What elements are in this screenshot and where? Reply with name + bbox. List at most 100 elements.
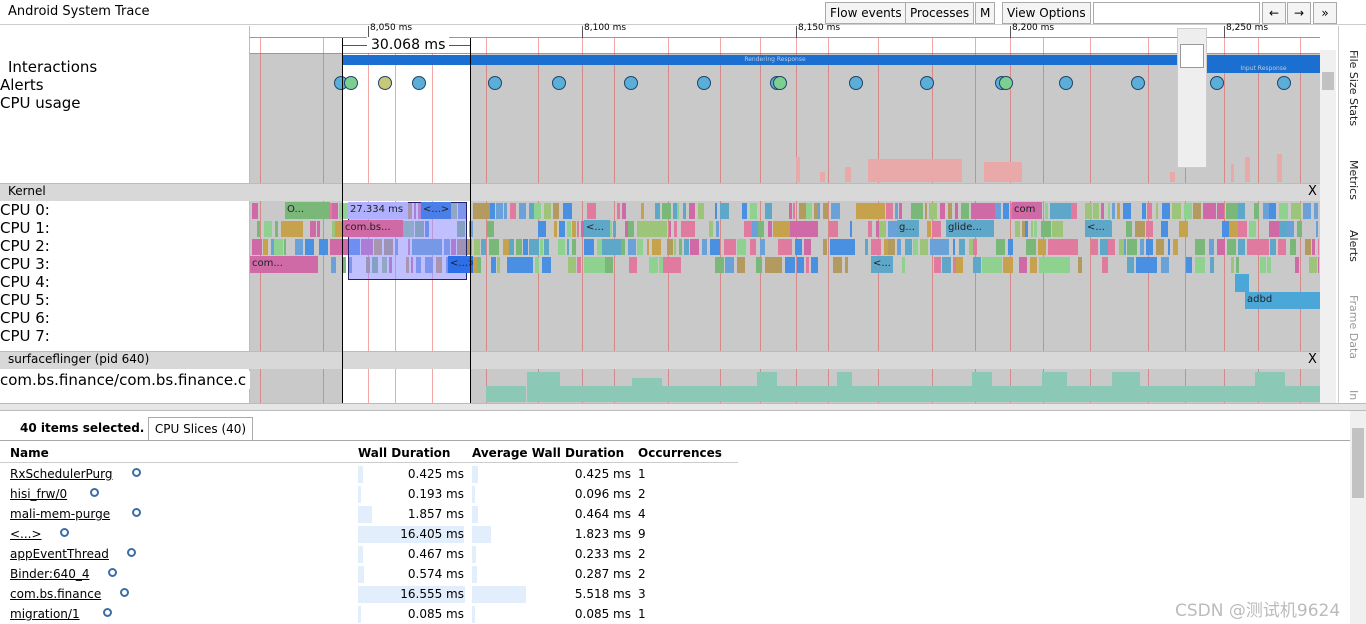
search-icon[interactable]	[132, 508, 141, 517]
cpu-slice	[973, 239, 978, 255]
close-button[interactable]: X	[1308, 184, 1317, 199]
search-icon[interactable]	[127, 548, 136, 557]
cpu-slice[interactable]: adbd	[1245, 292, 1320, 309]
side-tab[interactable]: In	[1347, 390, 1360, 401]
alert-marker[interactable]	[344, 76, 358, 90]
tool-button[interactable]	[1180, 108, 1204, 132]
side-tab[interactable]: File Size Stats	[1347, 50, 1360, 127]
cpu-slice	[884, 239, 889, 255]
cpu-slice	[636, 239, 644, 255]
cpu-slice[interactable]: <...	[871, 256, 893, 273]
row-name[interactable]: appEventThread	[10, 547, 109, 561]
cpu-slice	[1091, 239, 1098, 255]
column-header[interactable]: Occurrences	[638, 446, 722, 460]
search-box[interactable]	[1093, 2, 1260, 24]
cpu-slice[interactable]: glide...	[946, 220, 994, 237]
alert-marker[interactable]	[624, 76, 638, 90]
duration-bar	[472, 506, 479, 523]
row-name[interactable]: RxSchedulerPurg	[10, 467, 113, 481]
cpu-slice	[709, 221, 714, 237]
v-scroll-thumb[interactable]	[1352, 428, 1364, 498]
scroll-thumb[interactable]	[1322, 72, 1334, 90]
row-name[interactable]: Binder:640_4	[10, 567, 90, 581]
row-name[interactable]: mali-mem-purge	[10, 507, 111, 521]
duration-bar	[358, 566, 364, 583]
cpu-label: CPU 7:	[0, 327, 50, 345]
cpu-slice	[528, 239, 539, 255]
row-name[interactable]: hisi_frw/0	[10, 487, 68, 501]
tool-button[interactable]	[1180, 44, 1204, 68]
cpu-slice	[1101, 203, 1104, 219]
alert-marker[interactable]	[552, 76, 566, 90]
row-name[interactable]: migration/1	[10, 607, 80, 621]
side-tab[interactable]: Metrics	[1347, 160, 1360, 200]
alert-marker[interactable]	[920, 76, 934, 90]
cpu-slice[interactable]: <...	[1085, 220, 1111, 237]
toolbar-button[interactable]: View Options	[1002, 2, 1091, 24]
search-icon[interactable]	[108, 568, 117, 577]
alert-marker[interactable]	[999, 76, 1013, 90]
alert-marker[interactable]	[1131, 76, 1145, 90]
cpu-slice	[899, 203, 903, 219]
thread-activity	[777, 386, 837, 402]
cpu-slice	[674, 221, 677, 237]
search-icon[interactable]	[120, 588, 129, 597]
cpu-slice	[1147, 203, 1153, 219]
column-header[interactable]: Wall Duration	[358, 446, 451, 460]
alert-marker[interactable]	[1059, 76, 1073, 90]
cpu-slice	[789, 221, 819, 237]
alert-marker[interactable]	[412, 76, 426, 90]
cpu-slice	[1238, 239, 1246, 255]
side-tab[interactable]: Alerts	[1347, 230, 1360, 262]
nav-button[interactable]: ←	[1262, 2, 1286, 24]
alert-marker[interactable]	[849, 76, 863, 90]
tool-button[interactable]	[1180, 76, 1204, 100]
alert-marker[interactable]	[378, 76, 392, 90]
ruler-label: 8,250 ms	[1226, 23, 1269, 33]
grid-line	[828, 38, 829, 403]
cpu-slice[interactable]: <...	[584, 220, 610, 237]
search-icon[interactable]	[132, 468, 141, 477]
row-name[interactable]: <...>	[10, 527, 42, 541]
cpu-slice	[1026, 239, 1037, 255]
search-icon[interactable]	[103, 608, 112, 617]
nav-button[interactable]: →	[1287, 2, 1311, 24]
column-header[interactable]: Average Wall Duration	[472, 446, 625, 460]
cpu-slice	[690, 239, 700, 255]
cpu-slice	[814, 203, 819, 219]
alert-marker[interactable]	[488, 76, 502, 90]
grid-line	[1300, 38, 1301, 403]
grid-line	[1185, 38, 1186, 403]
alert-marker[interactable]	[697, 76, 711, 90]
cpu-slice	[666, 239, 673, 255]
close-button[interactable]: X	[1308, 352, 1317, 367]
cpu-slice	[689, 203, 696, 219]
cpu-slice[interactable]: <...>	[421, 202, 451, 219]
search-icon[interactable]	[90, 488, 99, 497]
cpu-slice[interactable]: 27.334 ms	[348, 202, 408, 219]
toolbar-button[interactable]: Processes	[905, 2, 975, 24]
cpu-slice[interactable]: <...>	[448, 256, 473, 273]
row-name[interactable]: com.bs.finance	[10, 587, 102, 601]
alert-marker[interactable]	[1210, 76, 1224, 90]
side-tab[interactable]: Frame Data	[1347, 295, 1360, 360]
cpu-slice[interactable]: com	[1012, 202, 1042, 219]
cpu-slice[interactable]: O...	[285, 202, 330, 219]
panel-tab[interactable]: CPU Slices (40)	[148, 417, 253, 441]
toolbar-button[interactable]: M	[975, 2, 996, 24]
search-icon[interactable]	[60, 528, 69, 537]
alert-marker[interactable]	[773, 76, 787, 90]
cpu-slice	[855, 203, 886, 219]
cpu-slice[interactable]: com...	[250, 256, 318, 273]
nav-button[interactable]: »	[1313, 2, 1337, 24]
cpu-slice	[305, 239, 314, 255]
cpu-slice	[602, 239, 621, 255]
alert-marker[interactable]	[1277, 76, 1291, 90]
column-header[interactable]: Name	[10, 446, 49, 460]
cpu-slice[interactable]: com.bs...	[343, 220, 403, 237]
tool-button[interactable]	[1180, 140, 1204, 164]
cpu-slice	[1279, 203, 1289, 219]
cpu-slice[interactable]: g...	[897, 220, 919, 237]
toolbar-button[interactable]: Flow events	[825, 2, 907, 24]
grid-line	[1043, 38, 1044, 403]
